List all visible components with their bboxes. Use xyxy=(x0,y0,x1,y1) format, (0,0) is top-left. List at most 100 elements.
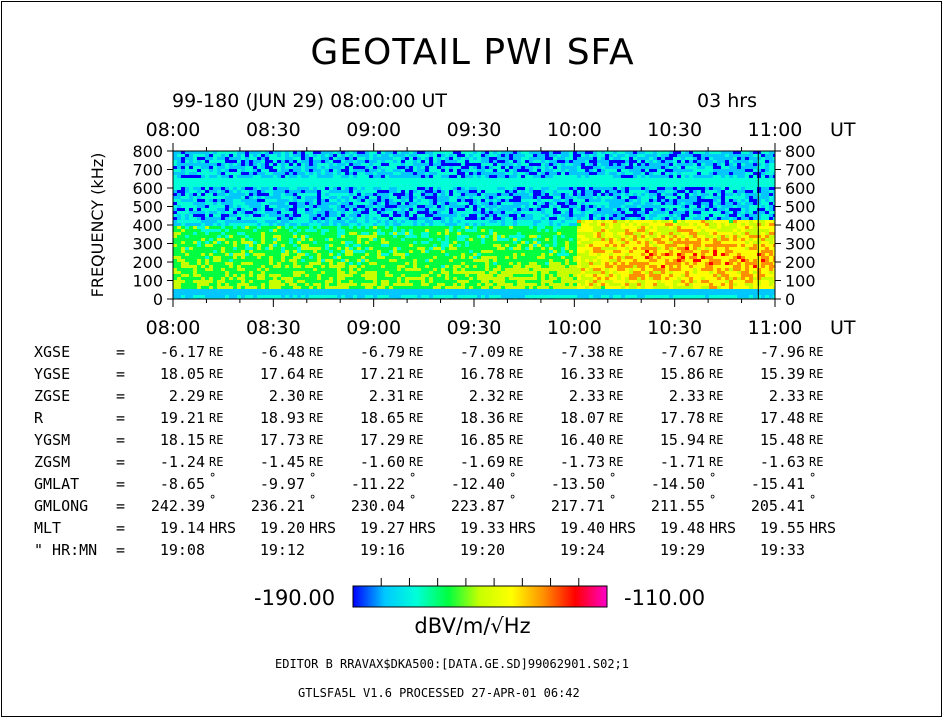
spectrogram-cell xyxy=(209,187,213,190)
spectrogram-cell xyxy=(481,196,485,199)
spectrogram-cell xyxy=(401,193,405,196)
spectrogram-cell xyxy=(473,190,477,193)
spectrogram-cell xyxy=(677,187,681,190)
spectrogram-cell xyxy=(477,220,481,223)
spectrogram-cell xyxy=(389,160,393,163)
spectrogram-cell xyxy=(393,211,397,214)
spectrogram-cell xyxy=(245,286,249,289)
spectrogram-cell xyxy=(181,247,185,250)
spectrogram-cell xyxy=(405,250,409,253)
spectrogram-cell xyxy=(225,172,229,175)
spectrogram-cell xyxy=(557,247,561,250)
spectrogram-cell xyxy=(217,154,221,157)
spectrogram-cell xyxy=(381,265,385,268)
spectrogram-cell xyxy=(357,226,361,229)
spectrogram-cell xyxy=(221,205,225,208)
spectrogram-cell xyxy=(557,217,561,220)
spectrogram-cell xyxy=(425,178,429,181)
spectrogram-cell xyxy=(185,166,189,169)
spectrogram-cell xyxy=(681,232,685,235)
spectrogram-cell xyxy=(445,262,449,265)
spectrogram-cell xyxy=(421,160,425,163)
spectrogram-cell xyxy=(481,211,485,214)
spectrogram-cell xyxy=(485,187,489,190)
spectrogram-cell xyxy=(293,181,297,184)
spectrogram-cell xyxy=(541,253,545,256)
spectrogram-cell xyxy=(293,229,297,232)
spectrogram-cell xyxy=(381,277,385,280)
spectrogram-cell xyxy=(585,214,589,217)
spectrogram-cell xyxy=(309,262,313,265)
spectrogram-cell xyxy=(441,184,445,187)
spectrogram-cell xyxy=(621,157,625,160)
spectrogram-cell xyxy=(457,166,461,169)
spectrogram-cell xyxy=(373,166,377,169)
spectrogram-cell xyxy=(229,265,233,268)
spectrogram-cell xyxy=(485,277,489,280)
spectrogram-cell xyxy=(677,175,681,178)
spectrogram-cell xyxy=(577,211,581,214)
spectrogram-cell xyxy=(645,163,649,166)
spectrogram-cell xyxy=(597,223,601,226)
spectrogram-cell xyxy=(433,283,437,286)
spectrogram-cell xyxy=(429,214,433,217)
spectrogram-cell xyxy=(253,217,257,220)
spectrogram-cell xyxy=(433,193,437,196)
spectrogram-cell xyxy=(193,250,197,253)
spectrogram-cell xyxy=(625,244,629,247)
spectrogram-cell xyxy=(341,271,345,274)
spectrogram-cell xyxy=(353,277,357,280)
spectrogram-cell xyxy=(569,250,573,253)
spectrogram-cell xyxy=(241,232,245,235)
spectrogram-cell xyxy=(201,247,205,250)
spectrogram-cell xyxy=(357,214,361,217)
spectrogram-cell xyxy=(421,184,425,187)
spectrogram-cell xyxy=(289,208,293,211)
spectrogram-cell xyxy=(177,277,181,280)
spectrogram-cell xyxy=(413,268,417,271)
spectrogram-cell xyxy=(229,271,233,274)
spectrogram-cell xyxy=(641,208,645,211)
spectrogram-cell xyxy=(653,196,657,199)
spectrogram-cell xyxy=(229,232,233,235)
spectrogram-cell xyxy=(657,151,661,154)
spectrogram-cell xyxy=(229,223,233,226)
spectrogram-cell xyxy=(609,250,613,253)
spectrogram-cell xyxy=(369,259,373,262)
spectrogram-cell xyxy=(245,271,249,274)
spectrogram-cell xyxy=(577,187,581,190)
spectrogram-cell xyxy=(669,235,673,238)
spectrogram-cell xyxy=(213,172,217,175)
spectrogram-cell xyxy=(189,232,193,235)
spectrogram-cell xyxy=(353,199,357,202)
spectrogram-cell xyxy=(345,256,349,259)
spectrogram-cell xyxy=(493,169,497,172)
spectrogram-cell xyxy=(205,286,209,289)
spectrogram-cell xyxy=(657,253,661,256)
spectrogram-cell xyxy=(429,178,433,181)
spectrogram-cell xyxy=(293,286,297,289)
spectrogram-cell xyxy=(469,274,473,277)
spectrogram-cell xyxy=(233,226,237,229)
spectrogram-cell xyxy=(237,259,241,262)
spectrogram-cell xyxy=(417,151,421,154)
spectrogram-cell xyxy=(437,295,441,298)
spectrogram-cell xyxy=(645,277,649,280)
spectrogram-cell xyxy=(365,160,369,163)
spectrogram-cell xyxy=(421,235,425,238)
spectrogram-cell xyxy=(409,286,413,289)
spectrogram-cell xyxy=(581,181,585,184)
spectrogram-cell xyxy=(357,247,361,250)
spectrogram-cell xyxy=(437,241,441,244)
spectrogram-cell xyxy=(273,163,277,166)
spectrogram-cell xyxy=(653,226,657,229)
spectrogram-cell xyxy=(481,295,485,298)
spectrogram-cell xyxy=(433,274,437,277)
spectrogram-cell xyxy=(277,295,281,298)
spectrogram-cell xyxy=(385,166,389,169)
spectrogram-cell xyxy=(617,256,621,259)
spectrogram-cell xyxy=(433,181,437,184)
spectrogram-cell xyxy=(309,244,313,247)
spectrogram-cell xyxy=(669,280,673,283)
spectrogram-cell xyxy=(349,271,353,274)
